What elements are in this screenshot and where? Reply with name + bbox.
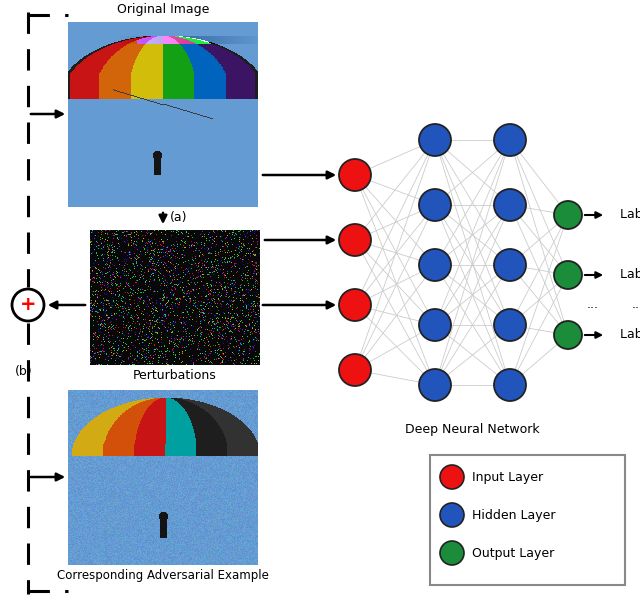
Bar: [430, 455, 625, 585]
Circle shape: [494, 309, 526, 341]
Circle shape: [494, 369, 526, 401]
Circle shape: [494, 124, 526, 156]
Circle shape: [419, 309, 451, 341]
Circle shape: [494, 189, 526, 221]
Text: Input Layer: Input Layer: [472, 471, 543, 484]
Text: (b): (b): [15, 365, 33, 379]
Circle shape: [554, 201, 582, 229]
Text: Label  A: Label A: [620, 208, 640, 222]
Circle shape: [554, 321, 582, 349]
Text: (a): (a): [170, 211, 188, 225]
Circle shape: [419, 124, 451, 156]
Circle shape: [419, 189, 451, 221]
Circle shape: [339, 354, 371, 386]
Circle shape: [440, 465, 464, 489]
Text: Label  B: Label B: [620, 269, 640, 281]
Circle shape: [339, 159, 371, 191]
Text: +: +: [20, 295, 36, 314]
Text: ...: ...: [587, 298, 599, 311]
Text: ...: ...: [632, 298, 640, 311]
Circle shape: [419, 369, 451, 401]
Text: Hidden Layer: Hidden Layer: [472, 509, 556, 521]
Text: Original Image: Original Image: [117, 3, 209, 16]
Circle shape: [440, 503, 464, 527]
Text: Label  K: Label K: [620, 328, 640, 342]
Text: Corresponding Adversarial Example: Corresponding Adversarial Example: [57, 569, 269, 582]
Circle shape: [494, 249, 526, 281]
Circle shape: [339, 224, 371, 256]
Circle shape: [440, 541, 464, 565]
Text: Perturbations: Perturbations: [133, 369, 217, 382]
Circle shape: [419, 249, 451, 281]
Circle shape: [12, 289, 44, 321]
Text: Output Layer: Output Layer: [472, 546, 554, 560]
Text: Deep Neural Network: Deep Neural Network: [405, 423, 540, 437]
Circle shape: [339, 289, 371, 321]
Circle shape: [554, 261, 582, 289]
